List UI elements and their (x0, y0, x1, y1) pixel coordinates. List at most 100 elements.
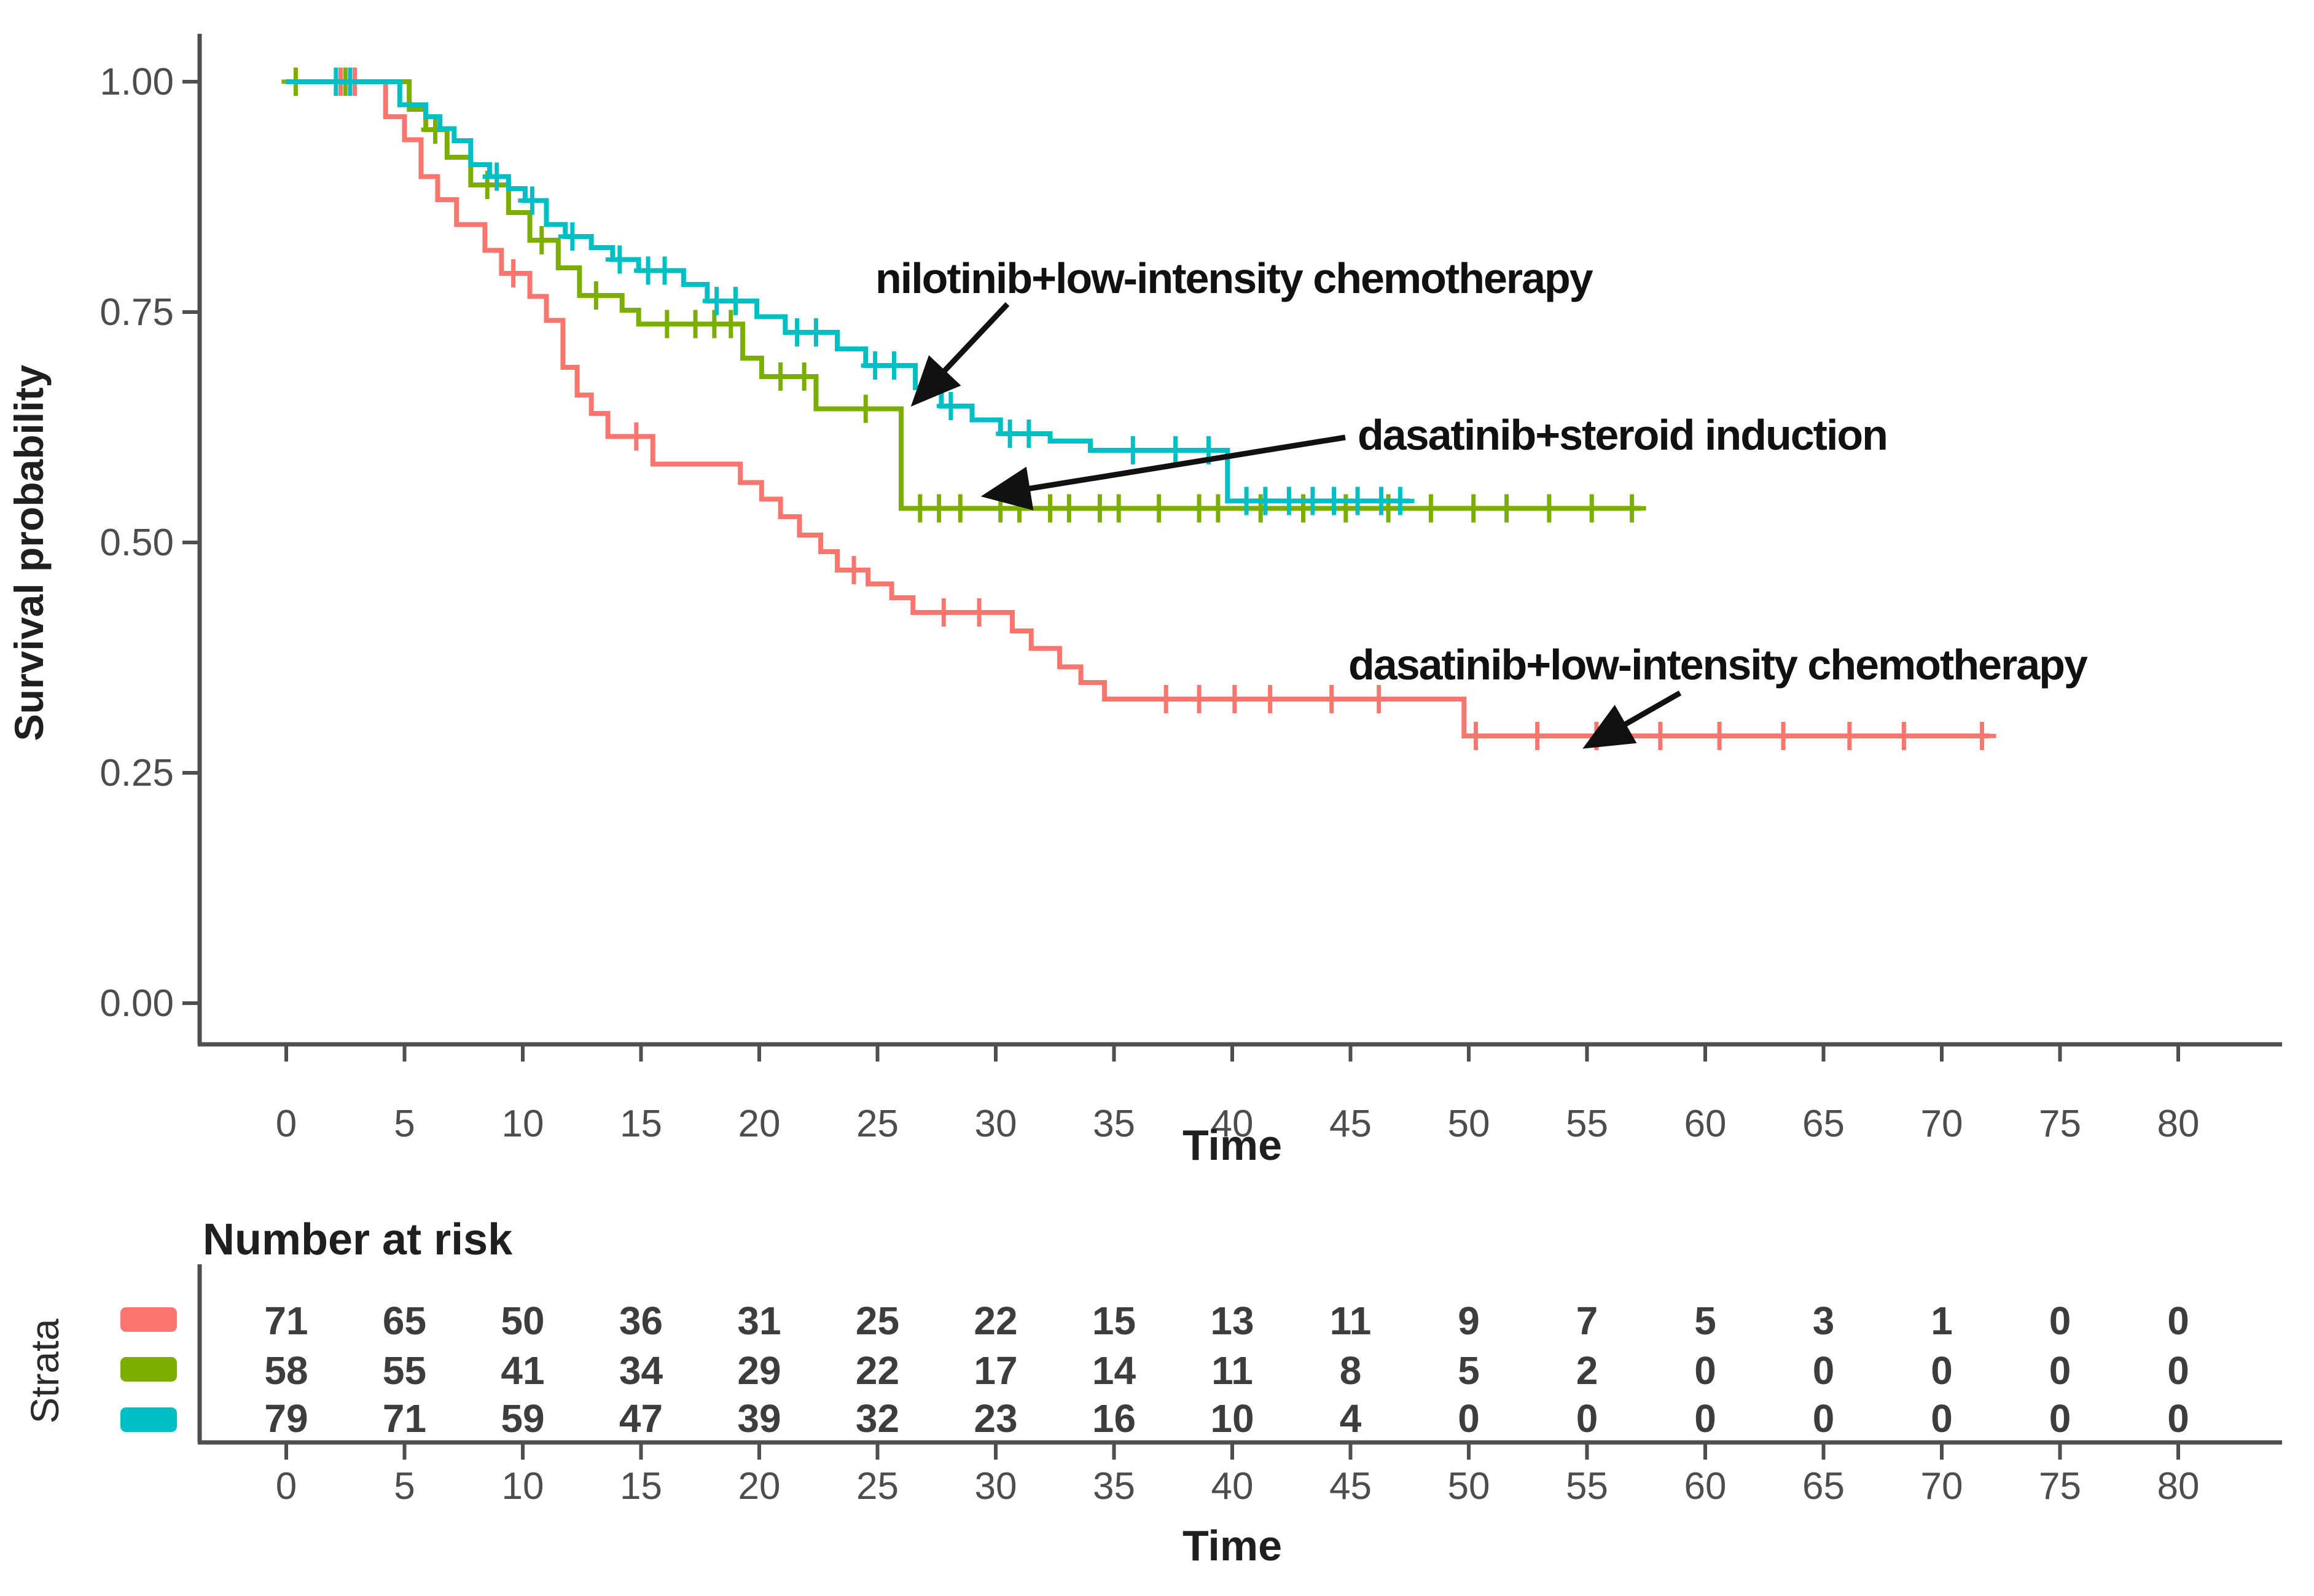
x-axis-title: Time (1182, 1121, 1282, 1169)
risk-x-tick-label: 30 (975, 1465, 1017, 1508)
x-tick-label: 55 (1566, 1103, 1608, 1145)
x-tick-label: 50 (1448, 1103, 1490, 1145)
annotation-arrow-0 (910, 302, 1010, 407)
x-tick-label: 5 (394, 1103, 415, 1145)
annotation-arrow-2 (1582, 690, 1682, 749)
risk-count: 41 (501, 1348, 544, 1393)
legend-swatch-green (120, 1357, 177, 1382)
risk-count: 7 (1576, 1299, 1598, 1343)
risk-count: 0 (1813, 1396, 1835, 1441)
risk-count: 0 (1813, 1348, 1835, 1393)
strata-axis-title: Strata (23, 1318, 67, 1423)
risk-count: 55 (383, 1348, 426, 1393)
risk-x-tick-label: 40 (1211, 1465, 1254, 1508)
x-tick-label: 0 (276, 1103, 297, 1145)
x-tick-label: 15 (620, 1103, 662, 1145)
annotation-nilotinib-low-intensity: nilotinib+low-intensity chemotherapy (875, 254, 1593, 302)
risk-count: 59 (501, 1396, 544, 1441)
risk-count: 8 (1340, 1348, 1362, 1393)
risk-count: 0 (1576, 1396, 1598, 1441)
risk-count: 71 (383, 1396, 426, 1441)
x-tick-label: 65 (1802, 1103, 1845, 1145)
risk-count: 0 (2049, 1396, 2071, 1441)
risk-count: 0 (2167, 1299, 2189, 1343)
risk-x-tick-label: 10 (502, 1465, 544, 1508)
risk-count: 9 (1458, 1299, 1480, 1343)
risk-count: 15 (1092, 1299, 1136, 1343)
risk-count: 65 (383, 1299, 426, 1343)
x-tick-label: 10 (502, 1103, 544, 1145)
risk-count: 22 (856, 1348, 899, 1393)
risk-x-tick-label: 15 (620, 1465, 662, 1508)
risk-count: 31 (737, 1299, 781, 1343)
risk-count: 0 (2049, 1299, 2071, 1343)
risk-count: 23 (974, 1396, 1017, 1441)
risk-x-tick-label: 55 (1566, 1465, 1608, 1508)
risk-count: 0 (1694, 1348, 1716, 1393)
risk-count: 11 (1330, 1299, 1372, 1343)
risk-x-tick-label: 75 (2039, 1465, 2081, 1508)
risk-x-tick-label: 20 (738, 1465, 781, 1508)
x-tick-label: 25 (856, 1103, 899, 1145)
risk-count: 16 (1092, 1396, 1136, 1441)
annotation-arrow-1 (980, 434, 1346, 510)
x-tick-label: 20 (738, 1103, 781, 1145)
risk-count: 17 (974, 1348, 1017, 1393)
risk-x-tick-label: 50 (1448, 1465, 1490, 1508)
risk-x-tick-label: 65 (1802, 1465, 1845, 1508)
y-tick-label: 0.00 (100, 982, 174, 1025)
risk-count: 5 (1694, 1299, 1716, 1343)
x-tick-label: 60 (1684, 1103, 1727, 1145)
x-tick-label: 70 (1921, 1103, 1963, 1145)
risk-x-tick-label: 5 (394, 1465, 415, 1508)
annotation-dasatinib-low-intensity: dasatinib+low-intensity chemotherapy (1348, 641, 2088, 689)
risk-count: 29 (737, 1348, 781, 1393)
risk-count: 0 (1931, 1396, 1953, 1441)
legend-swatch-red (120, 1307, 177, 1332)
risk-count: 71 (264, 1299, 308, 1343)
risk-count: 0 (2167, 1348, 2189, 1393)
risk-count: 34 (619, 1348, 663, 1393)
x-tick-label: 30 (975, 1103, 1017, 1145)
risk-count: 0 (1458, 1396, 1480, 1441)
risk-x-tick-label: 70 (1921, 1465, 1963, 1508)
risk-x-tick-label: 45 (1329, 1465, 1372, 1508)
risk-count: 32 (856, 1396, 899, 1441)
risk-count: 0 (1931, 1348, 1953, 1393)
annotation-dasatinib-steroid: dasatinib+steroid induction (1358, 411, 1887, 459)
risk-count: 13 (1210, 1299, 1254, 1343)
risk-count: 2 (1576, 1348, 1598, 1393)
risk-count: 14 (1092, 1348, 1136, 1393)
y-tick-label: 1.00 (100, 61, 174, 103)
risk-count: 25 (856, 1299, 899, 1343)
risk-count: 0 (2049, 1348, 2071, 1393)
risk-count: 79 (264, 1396, 308, 1441)
risk-count: 50 (501, 1299, 544, 1343)
risk-count: 1 (1931, 1299, 1953, 1343)
risk-count: 36 (619, 1299, 663, 1343)
survival-curve-red (286, 79, 1989, 738)
risk-x-tick-label: 25 (856, 1465, 899, 1508)
risk-x-tick-label: 35 (1093, 1465, 1135, 1508)
legend-swatch-teal (120, 1407, 177, 1432)
x-tick-label: 75 (2039, 1103, 2081, 1145)
y-tick-label: 0.50 (100, 522, 174, 564)
x-tick-label: 45 (1329, 1103, 1372, 1145)
risk-count: 4 (1340, 1396, 1362, 1441)
x-tick-label: 80 (2157, 1103, 2200, 1145)
risk-count: 11 (1211, 1348, 1253, 1393)
y-tick-label: 0.75 (100, 291, 174, 334)
risk-count: 22 (974, 1299, 1017, 1343)
risk-x-tick-label: 60 (1684, 1465, 1727, 1508)
risk-x-tick-label: 0 (276, 1465, 297, 1508)
risk-x-tick-label: 80 (2157, 1465, 2200, 1508)
risk-table-title: Number at risk (203, 1215, 513, 1264)
y-axis-title: Survival probability (6, 364, 52, 741)
risk-count: 3 (1813, 1299, 1835, 1343)
y-tick-label: 0.25 (100, 752, 174, 794)
risk-time-label: Time (1182, 1522, 1282, 1570)
x-tick-label: 35 (1093, 1103, 1135, 1145)
